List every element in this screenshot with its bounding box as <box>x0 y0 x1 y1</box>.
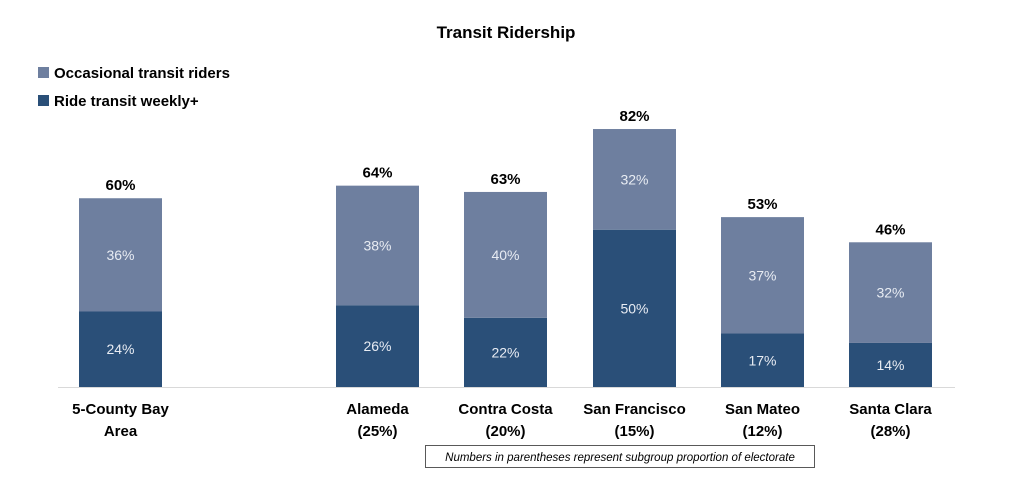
total-value-label: 46% <box>875 221 905 238</box>
category-label: 5-County Bay <box>72 401 169 418</box>
legend-label-occasional: Occasional transit riders <box>54 65 230 82</box>
annotation-box: Numbers in parentheses represent subgrou… <box>425 445 815 468</box>
segment-value-label: 38% <box>363 237 391 253</box>
total-value-label: 64% <box>362 165 392 182</box>
category-label: Santa Clara <box>849 401 932 418</box>
bars-group: 24% 36% 60% 26% 38% 64% 22% 40% 63% 50% 32% 82% 17% 3… <box>79 108 932 387</box>
annotation-text: Numbers in parentheses represent subgrou… <box>445 452 795 464</box>
category-label-line2: (20%) <box>485 423 525 440</box>
total-value-label: 53% <box>747 196 777 213</box>
legend: Occasional transit riders Ride transit w… <box>38 65 230 110</box>
bar-segment-occasional <box>721 217 804 334</box>
category-labels: 5-County Bay Area Alameda (25%) Contra Costa… <box>72 401 932 440</box>
legend-label-weekly: Ride transit weekly+ <box>54 93 199 110</box>
bar-segment-occasional <box>336 185 419 306</box>
bar-segment-weekly <box>464 317 547 387</box>
category-label: Alameda <box>346 401 409 418</box>
category-label-line2: (15%) <box>614 423 654 440</box>
category-label: San Francisco <box>583 401 686 418</box>
total-value-label: 82% <box>619 108 649 125</box>
annotation-border <box>425 445 815 468</box>
bar-segment-occasional <box>593 129 676 230</box>
chart-title: Transit Ridership <box>437 23 576 42</box>
segment-value-label: 24% <box>106 341 134 357</box>
segment-value-label: 17% <box>748 352 776 368</box>
legend-swatch-weekly <box>38 95 49 106</box>
segment-value-label: 40% <box>491 247 519 263</box>
bar-segment-weekly <box>336 305 419 387</box>
bar-segment-weekly <box>721 333 804 387</box>
bar-segment-weekly <box>79 311 162 387</box>
segment-value-label: 26% <box>363 338 391 354</box>
category-label: San Mateo <box>725 401 800 418</box>
bar-segment-weekly <box>849 342 932 387</box>
category-label-line2: (28%) <box>870 423 910 440</box>
segment-value-label: 22% <box>491 344 519 360</box>
bar-segment-weekly <box>593 229 676 387</box>
bar-segment-occasional <box>849 242 932 343</box>
segment-value-label: 36% <box>106 247 134 263</box>
category-label-line2: (12%) <box>742 423 782 440</box>
category-label-line2: Area <box>104 423 138 440</box>
bar-segment-occasional <box>464 191 547 318</box>
total-value-label: 63% <box>490 171 520 188</box>
bar-segment-occasional <box>79 198 162 312</box>
segment-value-label: 50% <box>620 300 648 316</box>
category-label-line2: (25%) <box>357 423 397 440</box>
total-value-label: 60% <box>105 177 135 194</box>
segment-value-label: 32% <box>876 285 904 301</box>
segment-value-label: 32% <box>620 171 648 187</box>
segment-value-label: 14% <box>876 357 904 373</box>
segment-value-label: 37% <box>748 267 776 283</box>
legend-swatch-occasional <box>38 67 49 78</box>
category-label: Contra Costa <box>458 401 553 418</box>
